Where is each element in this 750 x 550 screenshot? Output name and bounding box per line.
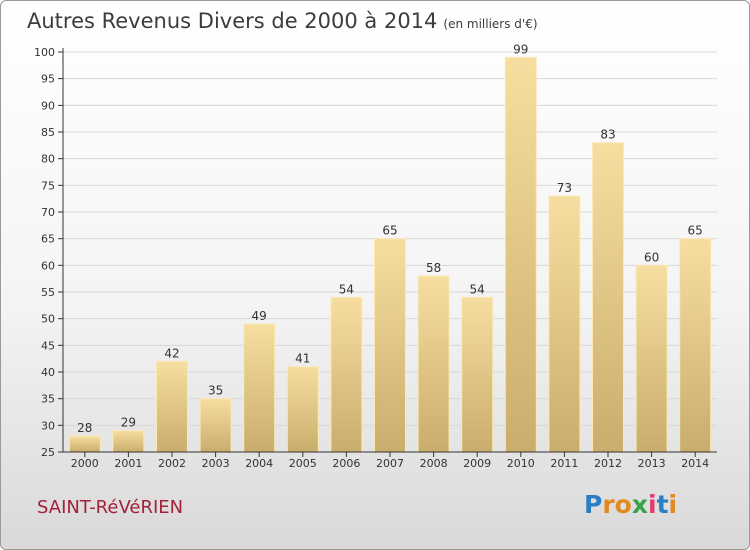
y-tick-label: 55	[41, 286, 55, 299]
title-text: Autres Revenus Divers de 2000 à 2014	[27, 9, 438, 33]
data-label: 65	[688, 224, 703, 238]
bar	[504, 56, 537, 453]
bar	[330, 296, 363, 453]
x-tick-label: 2008	[420, 457, 448, 470]
x-tick-label: 2011	[550, 457, 578, 470]
data-label: 54	[470, 282, 485, 296]
bar	[417, 275, 450, 453]
data-label: 58	[426, 261, 441, 275]
x-tick-label: 2006	[332, 457, 360, 470]
bar	[112, 430, 145, 453]
y-tick-label: 40	[41, 366, 55, 379]
bar	[243, 323, 276, 453]
data-labels: 28 29 42 35 49 41 54 65 58 54 99 73 83 60 65	[77, 42, 703, 435]
x-tick-label: 2005	[289, 457, 317, 470]
bar	[199, 398, 232, 453]
proxiti-logo: Proxiti	[584, 490, 677, 519]
y-tick-label: 45	[41, 339, 55, 352]
data-label: 29	[121, 416, 136, 430]
data-label: 41	[295, 352, 310, 366]
y-tick-label: 65	[41, 233, 55, 246]
y-tick-label: 95	[41, 73, 55, 86]
x-tick-label: 2001	[114, 457, 142, 470]
y-tick-label: 90	[41, 99, 55, 112]
chart-title: Autres Revenus Divers de 2000 à 2014 (en …	[27, 9, 538, 33]
bar	[548, 195, 581, 453]
bar	[68, 435, 101, 453]
bar	[592, 142, 624, 453]
y-tick-label: 70	[41, 206, 55, 219]
bar	[679, 238, 712, 453]
x-tick-label: 2012	[594, 457, 622, 470]
logo-letter: i	[668, 490, 678, 519]
logo-letter: P	[584, 490, 603, 519]
data-label: 35	[208, 384, 223, 398]
axes: 25 30 35 40 45 50 55 60 65 70 75 80 85 90 95 100 2000 200…	[34, 46, 717, 470]
logo-letter: t	[656, 490, 669, 519]
y-tick-label: 25	[41, 446, 55, 459]
data-label: 83	[600, 128, 615, 142]
y-tick-label: 75	[41, 179, 55, 192]
bar-series	[68, 56, 712, 453]
logo-letter: r	[602, 490, 615, 519]
data-label: 99	[513, 42, 528, 56]
x-tick-label: 2007	[376, 457, 404, 470]
y-tick-label: 100	[34, 46, 55, 59]
data-label: 65	[382, 224, 397, 238]
logo-letter: x	[631, 490, 648, 519]
y-tick-label: 85	[41, 126, 55, 139]
data-label: 60	[644, 250, 659, 264]
bar	[156, 360, 188, 453]
data-label: 28	[77, 421, 92, 435]
bar	[286, 366, 319, 453]
data-label: 73	[557, 181, 572, 195]
logo-letter: i	[648, 490, 657, 519]
data-label: 54	[339, 282, 354, 296]
logo-letter: o	[614, 490, 632, 519]
x-tick-label: 2013	[638, 457, 666, 470]
x-tick-label: 2000	[71, 457, 99, 470]
data-label: 49	[252, 309, 267, 323]
y-tick-label: 30	[41, 419, 55, 432]
title-unit: (en milliers d'€)	[443, 17, 538, 31]
bar	[374, 238, 406, 453]
x-tick-label: 2002	[158, 457, 186, 470]
x-tick-label: 2003	[202, 457, 230, 470]
data-label: 42	[164, 346, 179, 360]
bar	[461, 296, 494, 453]
x-tick-label: 2014	[681, 457, 709, 470]
y-tick-label: 80	[41, 153, 55, 166]
x-tick-label: 2009	[463, 457, 491, 470]
x-tick-label: 2004	[245, 457, 273, 470]
y-tick-label: 60	[41, 259, 55, 272]
y-tick-label: 50	[41, 313, 55, 326]
x-tick-label: 2010	[507, 457, 535, 470]
y-tick-label: 35	[41, 393, 55, 406]
bar	[635, 264, 668, 453]
city-name: SAINT-RéVéRIEN	[37, 497, 184, 518]
